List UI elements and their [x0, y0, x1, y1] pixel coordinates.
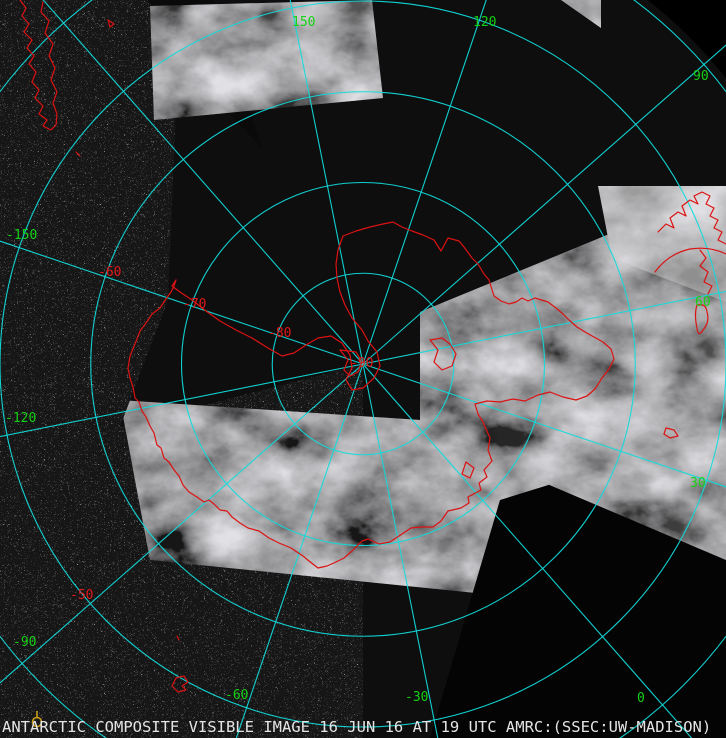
longitude-label: -30 [405, 690, 428, 705]
longitude-labels: 150 120 90 60 30 0 -30 -60 -90 -120 -150 [5, 15, 711, 706]
longitude-label: 90 [693, 69, 709, 84]
antarctica-coastline [127, 221, 615, 569]
meridian-line [362, 363, 439, 738]
caption-text: ANTARCTIC COMPOSITE VISIBLE IMAGE 16 JUN… [2, 717, 712, 736]
latitude-label: -60 [98, 265, 121, 280]
speckled-tile-top-left [0, 0, 178, 466]
longitude-label: -90 [13, 635, 36, 650]
meridian-line [42, 0, 364, 365]
latitude-label: -80 [268, 326, 291, 341]
coast-inlet-detail [461, 461, 475, 479]
meridian-line [289, 0, 364, 365]
longitude-label: 120 [473, 15, 496, 30]
latitude-labels: -50 -60 -70 -80 -90 [70, 265, 373, 603]
island-dot-2 [75, 151, 81, 157]
meridian-line [362, 290, 726, 365]
coast-bay-detail [429, 337, 457, 371]
longitude-label: 150 [292, 15, 315, 30]
latitude-label: -90 [350, 356, 373, 371]
longitude-label: -150 [6, 228, 37, 243]
small-island-bottom-left [171, 675, 189, 693]
island-tick [107, 19, 115, 28]
cloud-wedge-right [420, 186, 726, 560]
latitude-label: -70 [183, 297, 206, 312]
longitude-label: 0 [637, 691, 645, 706]
kerguelen-arc [654, 247, 726, 273]
meridian-line [362, 363, 693, 738]
island-dot-1 [176, 635, 180, 641]
longitude-label: 30 [690, 476, 706, 491]
kerguelen-detail [699, 249, 713, 295]
latitude-circle [180, 181, 546, 547]
meridian-line [362, 0, 487, 365]
longitude-label: -120 [5, 411, 36, 426]
meridian-line [235, 363, 364, 738]
cloud-tile-top [561, 0, 601, 28]
coastline-overlay [19, 0, 726, 693]
latitude-circle [271, 272, 455, 456]
cloud-tile-top-center [150, 0, 383, 120]
longitude-label: 60 [695, 295, 711, 310]
meridian-line [362, 363, 726, 488]
latitude-circle [90, 91, 636, 637]
station-marker-icon [31, 711, 43, 728]
meridian-line [0, 363, 364, 438]
longitude-label: -60 [225, 688, 248, 703]
swath-band-lower-center [120, 400, 570, 600]
ice-shelf-detail [339, 349, 363, 377]
kerguelen-coastline [657, 191, 726, 245]
meridian-line [362, 44, 726, 365]
meridian-line [0, 240, 364, 365]
meridian-line [0, 363, 364, 684]
south-america-coastline [19, 0, 58, 131]
island-near-60 [694, 304, 709, 335]
small-island-right [663, 427, 679, 439]
latitude-label: -50 [70, 588, 93, 603]
